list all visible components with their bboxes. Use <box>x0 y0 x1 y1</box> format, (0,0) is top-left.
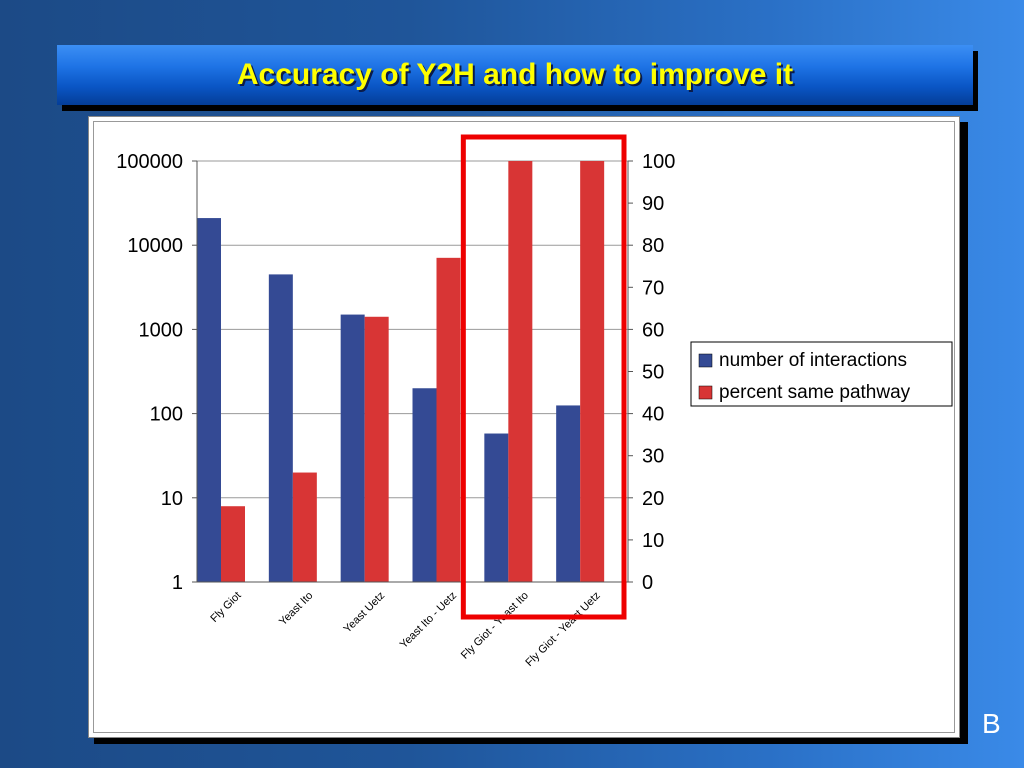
legend-box <box>690 341 953 407</box>
right-axis-tick-label: 90 <box>642 193 664 215</box>
bar-percent-same-pathway <box>364 316 389 582</box>
right-axis-tick-label: 0 <box>642 572 653 594</box>
left-axis-tick-label: 10000 <box>127 235 183 257</box>
left-axis-tick-label: 1000 <box>139 319 184 341</box>
bar-chart: 1 10 100 1000 10000 100000 0 10 20 30 40 50 60 70 80 90… <box>116 134 953 669</box>
bar-percent-same-pathway <box>580 161 605 582</box>
bar-number-of-interactions <box>556 405 581 582</box>
left-axis-tick-label: 10 <box>161 488 183 510</box>
slide-letter: B <box>982 708 1001 739</box>
legend-label: percent same pathway <box>719 382 911 403</box>
left-axis-tick-label: 100 <box>150 404 183 426</box>
right-axis-tick-label: 70 <box>642 277 664 299</box>
bar-number-of-interactions <box>340 314 365 582</box>
right-axis-tick-label: 40 <box>642 404 664 426</box>
highlight-box <box>460 134 627 620</box>
legend-swatch <box>698 385 713 400</box>
right-axis-tick-label: 60 <box>642 319 664 341</box>
bar-percent-same-pathway <box>436 257 461 582</box>
right-axis-tick-label: 100 <box>642 151 675 173</box>
right-axis-tick-label: 20 <box>642 488 664 510</box>
right-axis-tick-label: 80 <box>642 235 664 257</box>
title-bar: Accuracy of Y2H and how to improve it <box>57 45 973 105</box>
category-label: Fly Giot - Yeast Ito <box>459 590 531 662</box>
legend-label: number of interactions <box>719 350 907 371</box>
chart-panel: 1 10 100 1000 10000 100000 0 10 20 30 40 50 60 70 80 90… <box>88 116 960 738</box>
left-axis-tick-label: 1 <box>172 572 183 594</box>
category-label: Yeast Ito <box>277 590 315 628</box>
category-label: Yeast Uetz <box>342 590 388 636</box>
right-axis-tick-label: 30 <box>642 446 664 468</box>
right-axis-tick-label: 50 <box>642 362 664 384</box>
category-label: Fly Giot - Yeast Uetz <box>523 590 602 669</box>
bar-percent-same-pathway <box>221 506 245 582</box>
bar-number-of-interactions <box>268 274 293 582</box>
category-label: Yeast Ito - Uetz <box>398 590 459 651</box>
bar-number-of-interactions <box>197 218 221 582</box>
chart-panel-inner-border <box>93 121 955 733</box>
right-axis-tick-label: 10 <box>642 530 664 552</box>
bar-number-of-interactions <box>484 433 509 582</box>
bar-percent-same-pathway <box>508 161 533 582</box>
left-axis-tick-label: 100000 <box>116 151 183 173</box>
category-label: Fly Giot <box>208 590 243 625</box>
bar-number-of-interactions <box>412 388 437 582</box>
slide-title: Accuracy of Y2H and how to improve it <box>236 58 794 91</box>
legend-swatch <box>698 353 713 368</box>
bar-percent-same-pathway <box>292 472 317 582</box>
